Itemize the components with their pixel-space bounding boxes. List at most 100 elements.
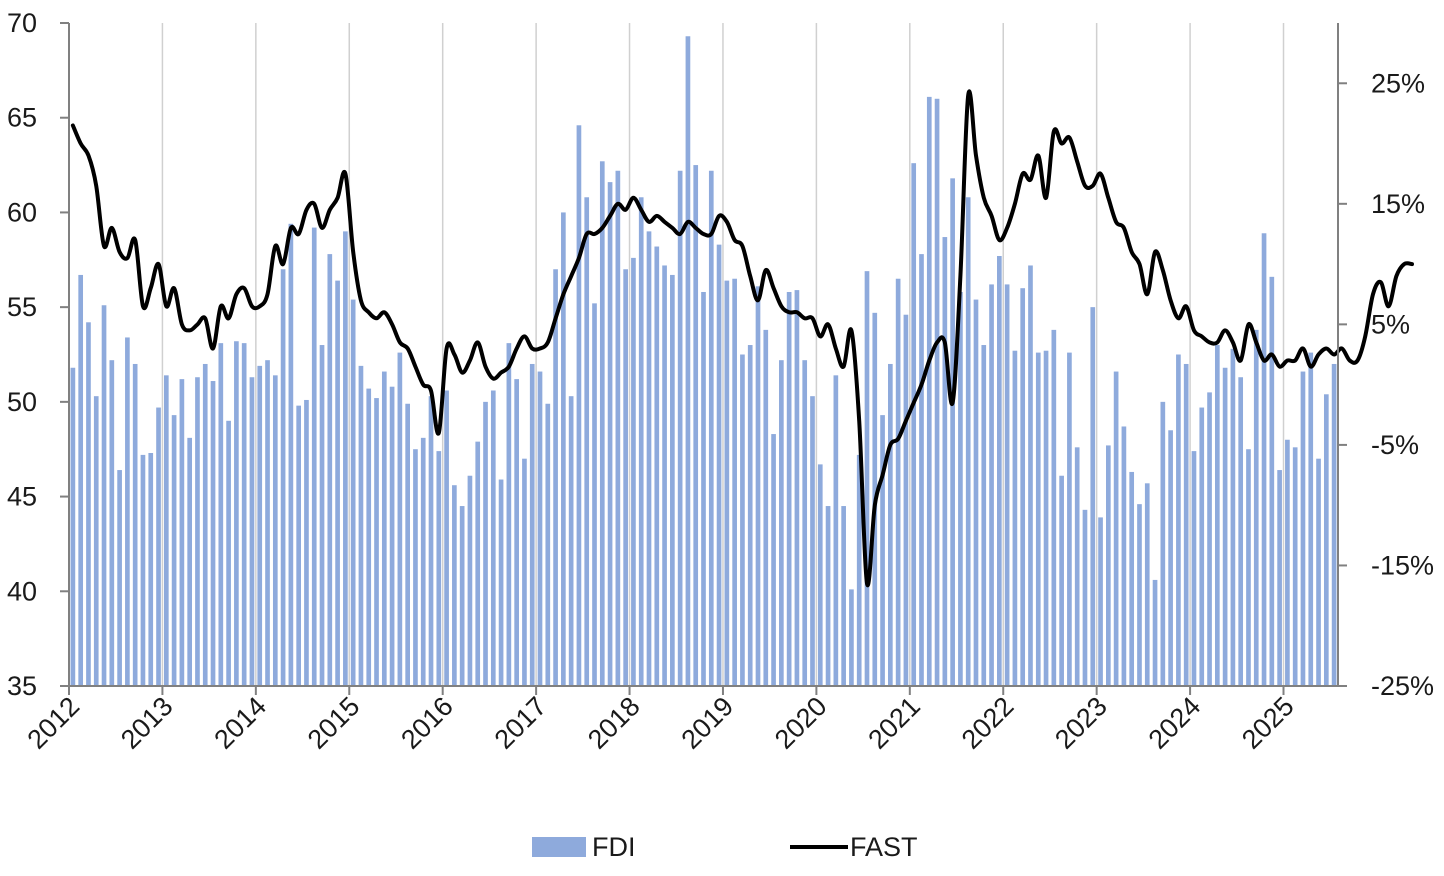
x-tick-label: 2019 [676, 691, 740, 755]
fdi-bar [708, 170, 714, 687]
right-tick-label: -15% [1371, 550, 1434, 580]
fdi-bar [459, 506, 465, 686]
fdi-bar [195, 377, 200, 686]
fdi-bar [1074, 447, 1080, 686]
legend-fast-label: FAST [850, 832, 918, 862]
fdi-bar [740, 354, 745, 686]
x-axis-tick-labels: 2012 2013 2014 2015 2016 2017 2018 2019 2020 2021… [22, 691, 1300, 755]
fdi-bar [234, 341, 239, 686]
legend: FDI FAST [532, 832, 918, 862]
fdi-bars [70, 36, 1337, 687]
x-tick-label: 2020 [769, 691, 833, 755]
x-tick-label: 2017 [489, 691, 553, 755]
fdi-bar [1183, 363, 1189, 686]
fdi-bar [436, 451, 442, 686]
fdi-bar [1316, 458, 1321, 686]
x-tick-label: 2022 [956, 691, 1020, 755]
fdi-bar [1253, 329, 1259, 686]
fdi-bar [187, 437, 193, 686]
fdi-bar [1331, 363, 1337, 686]
fdi-bar [1214, 345, 1220, 686]
fdi-bar [1152, 579, 1158, 686]
left-tick-label: 65 [7, 103, 37, 133]
left-axis-tick-labels: 35 40 45 50 55 60 65 70 [7, 8, 37, 701]
left-tick-label: 70 [7, 8, 37, 38]
fdi-bar [148, 453, 154, 686]
fdi-bar [646, 231, 652, 686]
fdi-bar [1137, 504, 1142, 686]
fdi-bar [802, 360, 808, 686]
fdi-bar [833, 375, 839, 686]
fdi-bar [599, 161, 605, 687]
fdi-bar [888, 363, 893, 686]
fdi-bar [265, 360, 270, 686]
x-tick-label: 2024 [1143, 691, 1207, 755]
fdi-bar [288, 223, 294, 686]
fdi-bar [1292, 447, 1298, 686]
fdi-bar [1246, 449, 1251, 686]
fdi-bar [1082, 509, 1088, 686]
fdi-bar [241, 343, 247, 686]
x-tick-label: 2014 [208, 691, 272, 755]
fdi-bar [280, 269, 286, 686]
x-tick-label: 2013 [115, 691, 179, 755]
fdi-bar [693, 165, 699, 687]
fdi-bar [724, 280, 730, 686]
fdi-bar [389, 386, 395, 686]
fdi-bar [1230, 348, 1236, 686]
fdi-bar [880, 415, 885, 686]
fdi-bar [1113, 371, 1119, 686]
fdi-bar [257, 365, 263, 686]
left-tick-label: 45 [7, 482, 37, 512]
fdi-bar [1199, 407, 1205, 686]
fdi-bar [997, 255, 1002, 687]
fdi-bar [919, 254, 924, 687]
fdi-bar [958, 291, 963, 686]
fdi-bar [506, 343, 512, 686]
left-tick-label: 50 [7, 387, 37, 417]
fdi-bar [405, 403, 410, 686]
fdi-bar [413, 449, 418, 686]
right-tick-label: -5% [1371, 430, 1419, 460]
vertical-gridlines [161, 23, 1285, 686]
fdi-bar [335, 280, 340, 686]
fdi-bar [86, 322, 91, 686]
fdi-bar [623, 269, 628, 686]
fdi-bar [973, 299, 979, 686]
fdi-bar [981, 345, 987, 686]
fdi-bar [529, 363, 535, 686]
fdi-bar [171, 415, 177, 686]
fdi-bar [358, 365, 364, 686]
fast-series-line [70, 89, 1414, 588]
fdi-bar [1269, 276, 1275, 686]
left-tick-label: 35 [7, 671, 37, 701]
legend-fdi-swatch [532, 837, 586, 857]
fdi-bar [311, 227, 317, 686]
fdi-bar [226, 420, 231, 686]
x-tick-label: 2016 [395, 691, 459, 755]
fdi-bar [817, 464, 823, 686]
fdi-bar [685, 36, 691, 686]
fdi-bar [779, 360, 784, 686]
fdi-bar [942, 237, 948, 686]
right-tick-label: 25% [1371, 68, 1425, 98]
fdi-bar [701, 291, 706, 686]
left-tick-label: 40 [7, 576, 37, 606]
fdi-bar [825, 506, 831, 686]
fdi-bar [381, 371, 387, 686]
legend-fdi-label: FDI [592, 832, 636, 862]
fdi-bar [1160, 401, 1166, 686]
fdi-bar [584, 197, 590, 686]
fdi-bar [716, 244, 722, 687]
fdi-bar [903, 314, 909, 686]
fdi-bar [343, 231, 348, 686]
fdi-bar [864, 271, 870, 686]
fdi-bar [950, 178, 955, 686]
fdi-bar [677, 170, 683, 687]
x-tick-label: 2025 [1236, 691, 1300, 755]
fdi-bar [965, 197, 971, 686]
fdi-bar [78, 274, 84, 686]
axes [60, 22, 1347, 695]
fdi-bar [794, 290, 800, 686]
